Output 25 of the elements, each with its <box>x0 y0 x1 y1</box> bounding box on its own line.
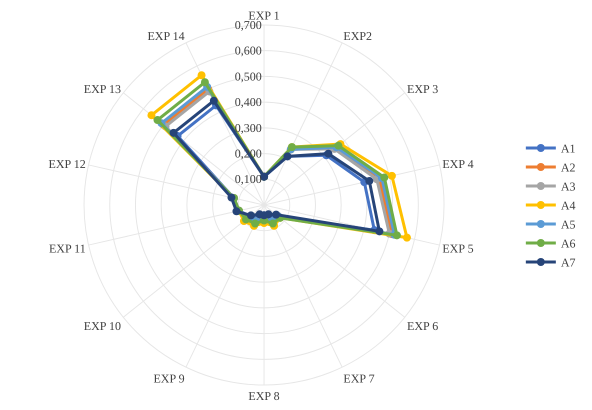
legend-label: A6 <box>560 236 576 251</box>
legend-label: A4 <box>560 198 576 213</box>
spoke-label: EXP2 <box>343 28 372 43</box>
spoke-label: EXP 6 <box>407 318 438 333</box>
spoke-label: EXP 4 <box>442 156 474 171</box>
spoke-label: EXP 8 <box>248 388 280 403</box>
legend-label: A1 <box>560 142 576 156</box>
y-tick-label: 0,400 <box>234 95 262 110</box>
spoke-label: EXP 3 <box>407 82 438 96</box>
y-tick-label: 0,500 <box>234 69 262 84</box>
spoke-label: EXP 10 <box>84 318 122 333</box>
spoke-label: EXP 5 <box>442 241 474 256</box>
y-tick-label: 0,600 <box>234 44 262 58</box>
spoke-label: EXP 7 <box>343 371 375 386</box>
legend-label: A2 <box>560 160 576 175</box>
legend-label: A7 <box>560 256 576 270</box>
spoke-label: EXP 13 <box>84 82 122 96</box>
spoke-label: EXP 12 <box>48 156 86 171</box>
spoke-label: EXP 11 <box>48 241 86 256</box>
legend-label: A3 <box>560 180 576 194</box>
spoke-label: EXP 9 <box>153 371 185 386</box>
legend-label: A5 <box>560 218 576 232</box>
y-tick-label: 0,300 <box>234 120 262 135</box>
y-tick-label: 0,100 <box>234 172 262 186</box>
spoke-label: EXP 14 <box>147 28 185 43</box>
